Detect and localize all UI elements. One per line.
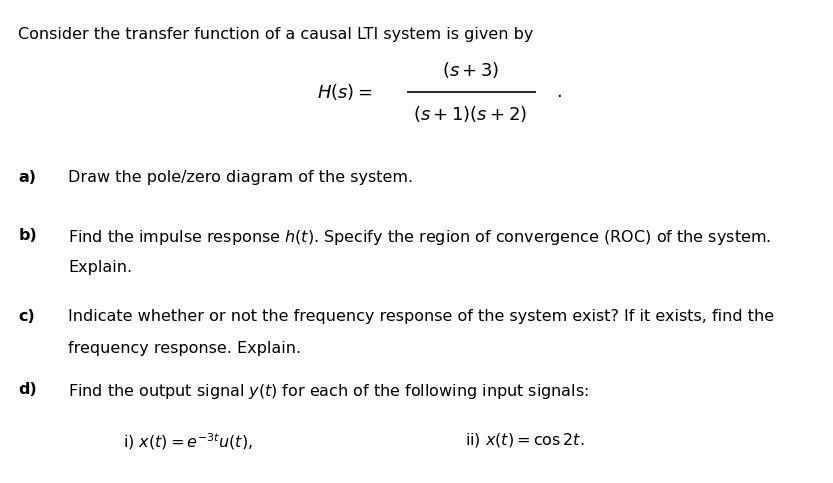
Text: $H(s) =$: $H(s) =$ xyxy=(317,82,372,102)
Text: $(s + 1)(s + 2)$: $(s + 1)(s + 2)$ xyxy=(413,103,528,124)
Text: c): c) xyxy=(18,309,35,324)
Text: .: . xyxy=(556,83,562,101)
Text: b): b) xyxy=(18,228,37,243)
Text: ii) $x(t) = \cos2t.$: ii) $x(t) = \cos2t.$ xyxy=(465,431,584,449)
Text: Consider the transfer function of a causal LTI system is given by: Consider the transfer function of a caus… xyxy=(18,27,534,42)
Text: $(s + 3)$: $(s + 3)$ xyxy=(442,60,499,80)
Text: Find the output signal $y(t)$ for each of the following input signals:: Find the output signal $y(t)$ for each o… xyxy=(68,382,589,400)
Text: Explain.: Explain. xyxy=(68,260,132,275)
Text: Draw the pole/zero diagram of the system.: Draw the pole/zero diagram of the system… xyxy=(68,170,413,185)
Text: a): a) xyxy=(18,170,37,185)
Text: d): d) xyxy=(18,382,37,397)
Text: Indicate whether or not the frequency response of the system exist? If it exists: Indicate whether or not the frequency re… xyxy=(68,309,775,324)
Text: frequency response. Explain.: frequency response. Explain. xyxy=(68,341,302,356)
Text: Find the impulse response $h(t)$. Specify the region of convergence (ROC) of the: Find the impulse response $h(t)$. Specif… xyxy=(68,228,771,247)
Text: i) $x(t) = e^{-3t}u(t),$: i) $x(t) = e^{-3t}u(t),$ xyxy=(123,431,253,452)
